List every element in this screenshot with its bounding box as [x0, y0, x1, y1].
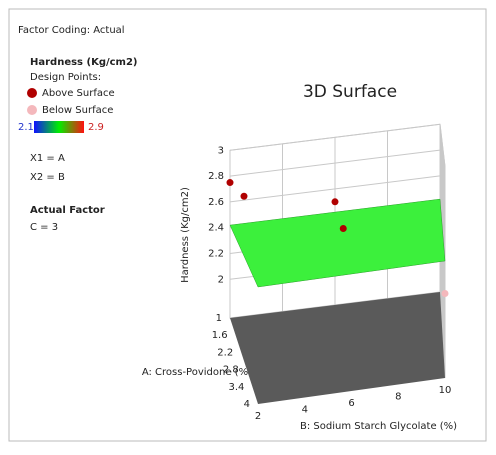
legend-below-marker: [27, 105, 37, 115]
x-tick-label: 1: [216, 313, 222, 324]
legend-subtitle: Design Points:: [30, 72, 101, 83]
colorbar-min: 2.1: [18, 122, 34, 133]
colorbar-max: 2.9: [88, 122, 104, 133]
y-axis-label: B: Sodium Starch Glycolate (%): [300, 421, 457, 432]
design-point: [226, 179, 234, 187]
y-tick-label: 10: [439, 385, 452, 396]
colorbar: [34, 121, 84, 133]
design-point: [331, 198, 339, 206]
y-tick-label: 2: [255, 411, 261, 422]
design-point: [339, 224, 347, 232]
x-tick-label: 3.4: [228, 382, 244, 393]
surface: [229, 198, 446, 288]
x-tick-label: 2.8: [223, 365, 239, 376]
chart-title: 3D Surface: [303, 82, 397, 102]
design-point: [240, 192, 248, 200]
z-tick-label: 3: [218, 145, 224, 156]
factor-map: X2 = B: [30, 172, 65, 183]
z-tick-label: 2.4: [208, 223, 224, 234]
z-tick-label: 2.6: [208, 197, 224, 208]
x-tick-label: 2.2: [217, 347, 233, 358]
legend-below: Below Surface: [42, 105, 113, 116]
y-tick-label: 6: [348, 398, 354, 409]
legend-above-marker: [27, 88, 37, 98]
x-tick-label: 1.6: [212, 330, 228, 341]
actual-factor-title: Actual Factor: [30, 205, 105, 216]
factor-map: X1 = A: [30, 153, 65, 164]
legend-title: Hardness (Kg/cm2): [30, 57, 138, 68]
z-tick-label: 2.8: [208, 171, 224, 182]
y-tick-label: 4: [302, 405, 308, 416]
z-tick-label: 2: [218, 274, 224, 285]
factor-coding: Factor Coding: Actual: [18, 25, 125, 36]
x-tick-label: 4: [244, 399, 250, 410]
legend-above: Above Surface: [42, 88, 115, 99]
design-point: [441, 289, 449, 297]
x-axis-label: A: Cross-Povidone (%): [142, 367, 252, 378]
y-tick-label: 8: [395, 392, 401, 403]
actual-factor: C = 3: [30, 222, 58, 233]
floor: [230, 292, 445, 404]
z-tick-label: 2.2: [208, 249, 224, 260]
z-axis-label: Hardness (Kg/cm2): [180, 187, 191, 283]
